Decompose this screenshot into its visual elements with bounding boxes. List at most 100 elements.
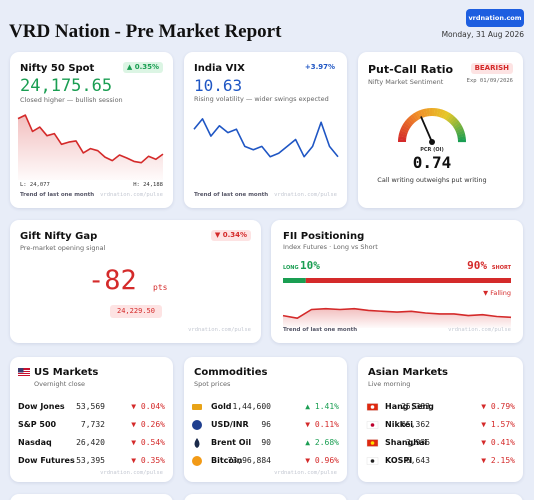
page-title: VRD Nation - Pre Market Report xyxy=(9,21,282,42)
change-badge: ▲ 0.35% xyxy=(122,62,163,73)
trend-line xyxy=(282,307,512,319)
flag-emblem xyxy=(370,405,375,409)
row-change: ▼ 0.41% xyxy=(481,438,515,447)
gap-unit: pts xyxy=(153,283,168,292)
vix-card-graphics xyxy=(193,118,339,158)
gauge-arc xyxy=(399,130,408,136)
row-price: 73,96,884 xyxy=(227,456,271,465)
row-name: Nasdaq xyxy=(18,438,52,447)
trend-status: ▼ Falling xyxy=(483,289,511,297)
row-name: Dow Futures xyxy=(18,456,75,465)
split-bar xyxy=(283,278,306,283)
asia-card: Asian Markets Live morning Hang Seng 25,383… xyxy=(358,357,523,482)
short-value: 90% xyxy=(467,259,487,272)
gauge-arc xyxy=(448,115,457,124)
nifty-card-graphics xyxy=(17,114,164,180)
row-change: ▲ 1.41% xyxy=(305,402,339,411)
asia-card-graphics xyxy=(366,403,379,465)
gift-card: Gift Nifty Gap ▼ 0.34% Pre-market opening … xyxy=(10,220,261,343)
row-name: Bitcoin xyxy=(211,456,243,465)
pcr-note: Call writing outweighs put writing xyxy=(377,176,487,184)
low-label: L: 24,077 xyxy=(20,182,50,188)
site-link[interactable]: vrdnation.com xyxy=(466,9,524,27)
row-price: 1,44,600 xyxy=(232,402,271,411)
next-card xyxy=(184,494,347,500)
gauge-arc xyxy=(451,120,460,128)
card-title: India VIX xyxy=(194,63,245,74)
row-name: Dow Jones xyxy=(18,402,65,411)
gauge-arc xyxy=(415,111,422,120)
card-title: FII Positioning xyxy=(283,231,365,242)
card-subtitle: Pre-market opening signal xyxy=(20,244,106,252)
gauge-arc xyxy=(398,133,407,138)
pcr-card-graphics xyxy=(398,108,466,145)
gauge-arc xyxy=(456,130,465,136)
long-label: LONG xyxy=(283,265,299,271)
card-title: Nifty 50 Spot xyxy=(20,63,95,74)
gap-value: -82 xyxy=(88,265,137,296)
watermark: vrdnation.com/pulse xyxy=(100,192,163,198)
footer-note: Trend of last one month xyxy=(20,192,95,198)
gauge-arc xyxy=(450,117,459,126)
flag-emblem xyxy=(370,441,375,445)
flag-stripe xyxy=(18,372,30,373)
gauge-arc xyxy=(453,122,462,130)
row-change: ▼ 2.15% xyxy=(481,456,515,465)
card-title: Commodities xyxy=(194,367,268,378)
row-name: Gold xyxy=(211,402,232,411)
high-label: H: 24,188 xyxy=(133,182,163,188)
trend-area xyxy=(283,308,511,328)
commodities-card-graphics xyxy=(192,404,202,466)
row-change: ▼ 0.79% xyxy=(481,402,515,411)
gauge-arc xyxy=(423,108,428,117)
footer-note: Trend of last one month xyxy=(283,327,358,333)
row-name: KOSPI xyxy=(385,456,413,465)
trend-area xyxy=(18,115,163,180)
trend-line xyxy=(193,118,339,158)
row-price: 25,383 xyxy=(401,402,430,411)
gauge-arc xyxy=(442,111,450,120)
fii-card: FII Positioning Index Futures · Long vs S… xyxy=(271,220,523,343)
vix-card: India VIX +3.97% 10.63 Rising volatility — … xyxy=(184,52,347,208)
gift-level: 24,229.50 xyxy=(110,305,162,318)
row-name: Hang Seng xyxy=(385,402,434,411)
row-name: S&P 500 xyxy=(18,420,57,429)
flag-emblem xyxy=(370,459,375,463)
gauge-arc xyxy=(410,114,418,123)
change-badge: ▼ 0.34% xyxy=(210,230,251,241)
row-change: ▼ 0.11% xyxy=(305,420,339,429)
us-card-graphics xyxy=(18,368,30,376)
sentiment-badge: BEARISH xyxy=(470,63,513,74)
gauge-arc xyxy=(455,127,464,134)
watermark: vrdnation.com/pulse xyxy=(448,327,511,333)
row-change: ▼ 1.57% xyxy=(481,420,515,429)
gauge-arc xyxy=(440,110,447,119)
card-title: Asian Markets xyxy=(368,367,448,378)
flag-canton xyxy=(18,368,24,373)
row-change: ▼ 0.96% xyxy=(305,456,339,465)
card-subtitle: Live morning xyxy=(368,380,411,388)
nifty-card: Nifty 50 Spot ▲ 0.35% 24,175.65 Closed high… xyxy=(10,52,173,208)
row-name: Brent Oil xyxy=(211,438,252,447)
commodities-card: Commodities Spot prices vrdnation.com/puls… xyxy=(184,357,347,482)
gauge-arc xyxy=(454,125,463,132)
row-price: 3,936 xyxy=(405,438,430,447)
gauge-arc xyxy=(420,109,426,118)
gauge-label: PCR (OI) xyxy=(420,147,444,153)
row-price: 90 xyxy=(261,438,271,447)
flag-stripe xyxy=(18,374,30,375)
row-price: 53,395 xyxy=(76,456,105,465)
gauge-arc xyxy=(436,108,441,117)
gauge-hub xyxy=(429,139,435,145)
short-label: SHORT xyxy=(491,265,511,271)
card-title: Gift Nifty Gap xyxy=(20,231,98,242)
next-card xyxy=(358,494,523,500)
row-price: 6,643 xyxy=(405,456,430,465)
commodity-icon xyxy=(192,456,202,466)
next-card xyxy=(10,494,173,500)
row-price: 65,362 xyxy=(401,420,430,429)
gauge-arc xyxy=(446,114,454,123)
gauge-arc xyxy=(457,133,466,138)
watermark: vrdnation.com/pulse xyxy=(188,327,251,333)
